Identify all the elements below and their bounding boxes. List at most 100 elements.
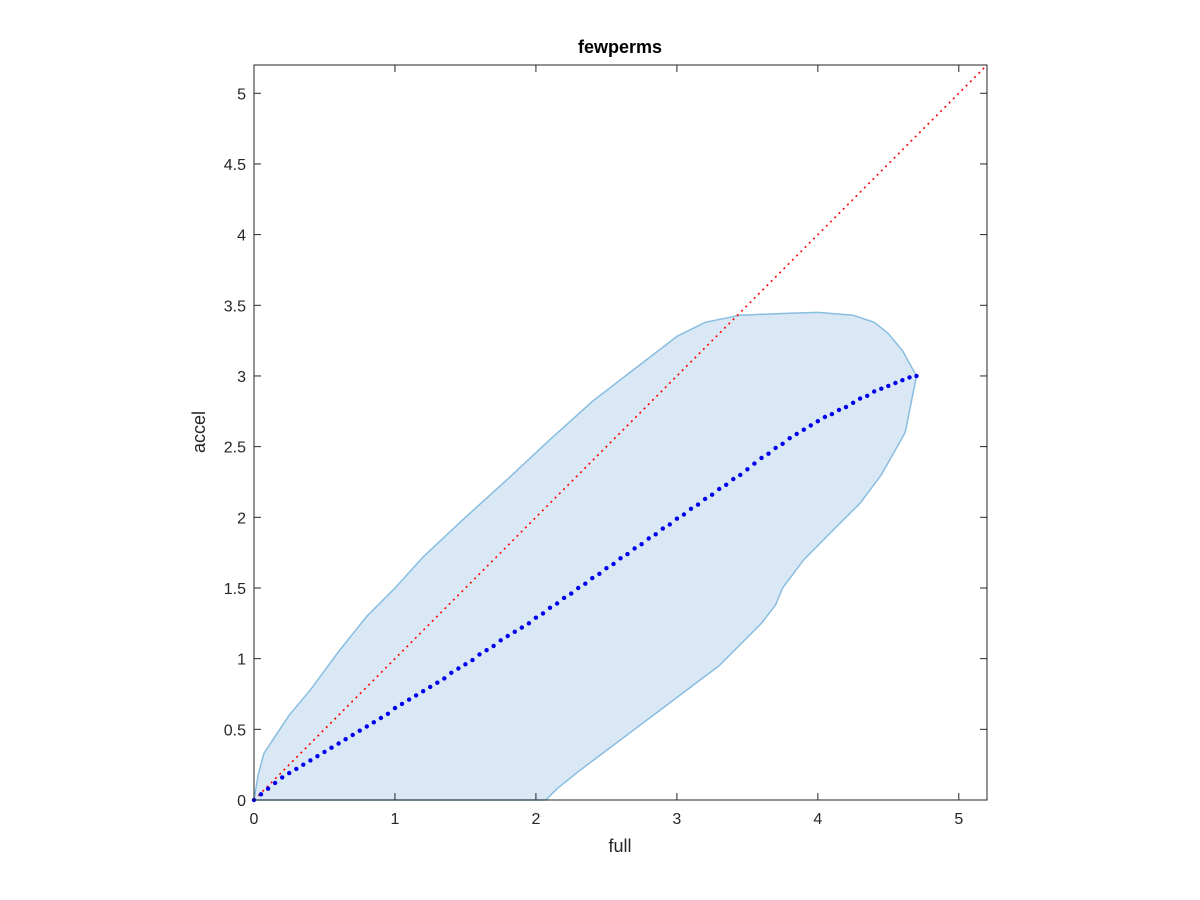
data-point xyxy=(413,693,419,698)
data-point xyxy=(258,792,264,797)
data-point xyxy=(646,536,651,541)
identity-line xyxy=(253,64,988,801)
data-point xyxy=(639,542,644,547)
data-point xyxy=(857,396,863,401)
x-tick-label: 5 xyxy=(954,811,963,828)
y-tick-label: 1.5 xyxy=(224,581,246,598)
data-point xyxy=(280,775,285,780)
data-point xyxy=(315,754,320,759)
data-point xyxy=(914,373,919,379)
data-point xyxy=(597,571,602,576)
data-point xyxy=(681,512,687,517)
y-tick-label: 2.5 xyxy=(224,440,246,457)
data-point xyxy=(484,648,489,653)
data-point xyxy=(477,652,482,657)
data-point xyxy=(322,749,327,755)
data-point xyxy=(879,386,884,391)
plot-area xyxy=(251,64,988,803)
data-point xyxy=(829,411,835,417)
y-axis-label: accel xyxy=(189,411,209,453)
data-point xyxy=(378,715,384,721)
confidence-band xyxy=(253,311,918,801)
y-tick-label: 0 xyxy=(237,793,246,810)
data-point xyxy=(569,591,574,596)
data-point xyxy=(815,419,820,424)
data-point xyxy=(695,502,701,507)
y-tick-label: 0.5 xyxy=(224,722,246,739)
data-point xyxy=(399,701,405,707)
data-point xyxy=(350,732,355,738)
data-point xyxy=(604,566,609,571)
data-point xyxy=(738,472,743,478)
y-tick-label: 4.5 xyxy=(224,157,246,174)
data-point xyxy=(773,445,778,451)
data-point xyxy=(702,496,708,502)
data-point xyxy=(893,380,898,386)
data-point xyxy=(442,676,447,681)
data-point xyxy=(724,482,729,487)
y-tick-label: 2 xyxy=(237,510,246,527)
data-point xyxy=(519,625,524,630)
axes: 0 1 2 3 4 5 0 0.5 1 1.5 2 2.5 3 3.5 4 4.5 5 xyxy=(224,64,988,828)
data-point xyxy=(611,561,616,567)
data-point xyxy=(717,486,722,492)
data-point xyxy=(456,666,461,671)
y-tick-label: 3 xyxy=(237,369,246,386)
data-point xyxy=(301,762,306,767)
data-point xyxy=(540,611,546,616)
data-point xyxy=(843,404,849,410)
data-point xyxy=(886,383,891,389)
data-point xyxy=(787,436,792,441)
data-point xyxy=(822,414,828,420)
data-point xyxy=(329,745,334,750)
data-point xyxy=(385,711,391,716)
data-point xyxy=(688,506,694,511)
data-point xyxy=(308,758,313,763)
data-point xyxy=(632,546,637,551)
data-point xyxy=(406,697,412,702)
data-point xyxy=(872,389,877,394)
data-point xyxy=(865,393,870,398)
data-point xyxy=(583,581,588,586)
data-point xyxy=(618,556,623,561)
y-tick-label: 1 xyxy=(237,652,246,669)
data-point xyxy=(900,378,905,383)
data-point xyxy=(759,455,764,461)
data-point xyxy=(512,629,517,634)
data-point xyxy=(660,526,665,531)
data-point xyxy=(561,595,567,601)
data-point xyxy=(653,532,658,537)
data-point xyxy=(357,728,362,733)
data-point xyxy=(745,467,750,472)
x-axis-label: full xyxy=(608,836,631,856)
data-point xyxy=(780,441,785,446)
data-point xyxy=(547,605,553,610)
data-point xyxy=(343,737,348,742)
axes-box xyxy=(253,64,988,801)
data-point xyxy=(709,492,715,497)
data-point xyxy=(625,551,630,557)
data-point xyxy=(794,431,799,437)
data-point xyxy=(752,461,757,466)
data-point xyxy=(554,601,560,606)
data-point xyxy=(272,780,278,786)
data-point xyxy=(287,770,292,776)
data-point xyxy=(364,724,369,729)
x-tick-label: 0 xyxy=(250,811,259,828)
y-tick-label: 3.5 xyxy=(224,298,246,315)
data-point xyxy=(731,476,736,482)
data-point xyxy=(836,407,842,413)
data-point xyxy=(265,786,271,791)
data-point xyxy=(667,522,672,527)
x-tick-label: 1 xyxy=(391,811,400,828)
data-point xyxy=(801,427,806,432)
data-point xyxy=(470,657,475,663)
x-tick-label: 2 xyxy=(531,811,540,828)
data-point xyxy=(808,423,813,428)
data-point xyxy=(392,705,398,711)
data-point xyxy=(907,375,912,380)
data-point xyxy=(590,575,595,581)
data-point xyxy=(533,615,539,620)
data-point xyxy=(421,689,426,694)
data-point xyxy=(449,670,454,675)
